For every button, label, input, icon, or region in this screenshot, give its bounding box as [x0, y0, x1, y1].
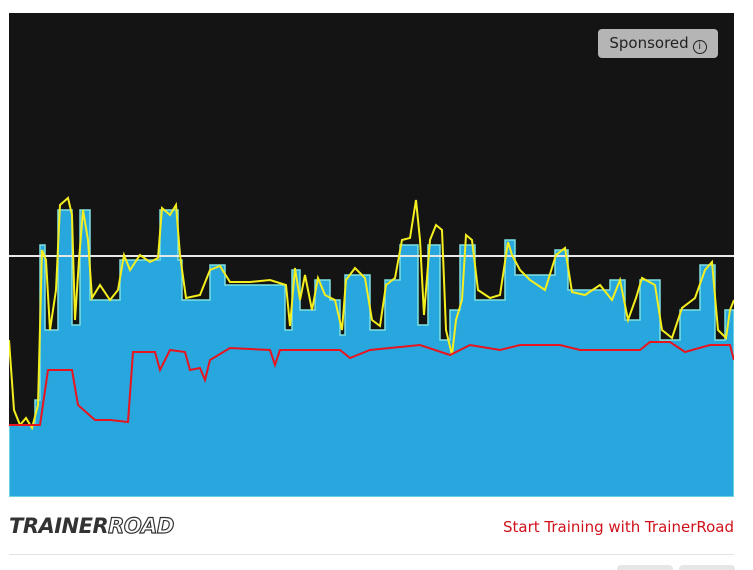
button[interactable] — [679, 565, 735, 570]
cta-link[interactable]: Start Training with TrainerRoad — [503, 518, 734, 536]
button[interactable] — [617, 565, 673, 570]
logo-light: ROAD — [108, 513, 175, 538]
info-icon: i — [692, 40, 707, 54]
badge-text: Sponsored — [609, 34, 689, 52]
brand-logo[interactable]: TRAINERROAD — [9, 513, 175, 538]
workout-graph[interactable] — [9, 13, 734, 497]
power-line — [9, 196, 734, 431]
sponsored-badge[interactable]: Sponsored i — [598, 29, 718, 58]
divider — [9, 554, 734, 555]
logo-bold: TRAINER — [9, 514, 109, 538]
power-area — [9, 209, 734, 497]
heart-rate-line — [9, 341, 734, 426]
